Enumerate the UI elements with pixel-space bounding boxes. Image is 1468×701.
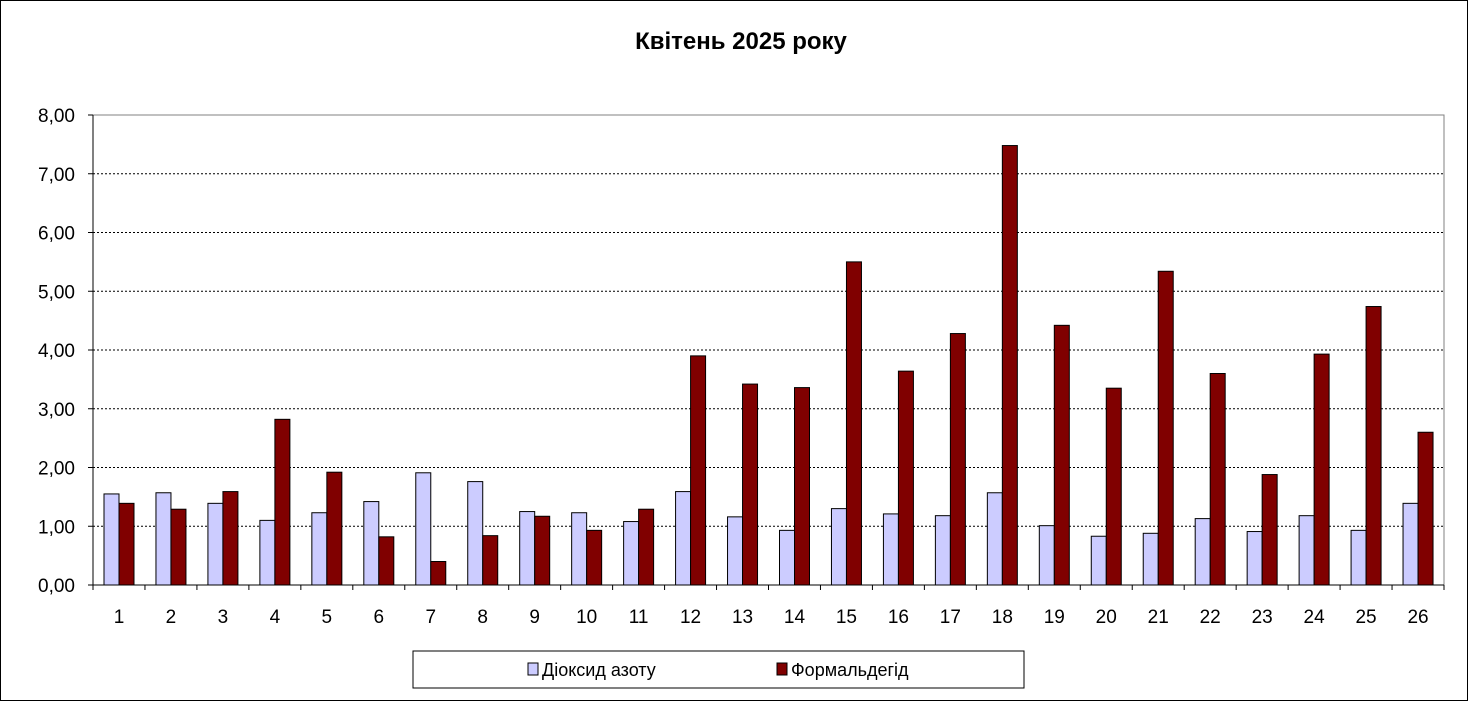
chart-title: Квітень 2025 року [635, 28, 847, 55]
bar-nitrogen-dioxide-26 [1402, 502, 1419, 586]
bar-nitrogen-dioxide-25 [1350, 529, 1367, 586]
bar-nitrogen-dioxide-4 [259, 519, 276, 586]
legend-swatch-formaldehyde [776, 662, 788, 676]
bar-nitrogen-dioxide-10 [571, 512, 588, 586]
x-tick-label-19: 19 [1044, 607, 1065, 628]
x-tick-label-11: 11 [629, 607, 649, 628]
axes [88, 114, 1445, 590]
x-tick-label-6: 6 [373, 607, 384, 628]
legend-label-formaldehyde: Формальдегід [791, 660, 909, 680]
bar-formaldehyde-14 [794, 387, 810, 586]
y-tick-label-1: 1,00 [38, 517, 75, 538]
x-tick-label-1: 1 [114, 607, 125, 628]
bar-formaldehyde-23 [1261, 474, 1278, 586]
legend-swatch-nitrogen-dioxide [527, 662, 539, 676]
bar-formaldehyde-17 [949, 333, 966, 586]
bar-formaldehyde-15 [845, 261, 862, 586]
bar-formaldehyde-7 [430, 561, 447, 586]
x-tick-label-12: 12 [680, 607, 701, 628]
bar-formaldehyde-13 [742, 383, 759, 586]
x-tick-label-13: 13 [732, 607, 753, 628]
bar-nitrogen-dioxide-16 [882, 513, 899, 586]
y-tick-label-0: 0,00 [38, 576, 75, 597]
x-tick-label-18: 18 [992, 607, 1013, 628]
legend-label-nitrogen-dioxide: Діоксид азоту [542, 660, 656, 680]
bars [103, 145, 1434, 586]
bar-nitrogen-dioxide-18 [986, 492, 1003, 586]
bar-formaldehyde-16 [897, 370, 914, 586]
bar-formaldehyde-22 [1209, 373, 1226, 586]
bar-formaldehyde-6 [378, 536, 395, 586]
bar-formaldehyde-8 [482, 535, 499, 586]
bar-formaldehyde-1 [118, 502, 135, 586]
x-tick-label-22: 22 [1200, 607, 1221, 628]
y-tick-label-7: 7,00 [38, 165, 75, 186]
bar-formaldehyde-5 [326, 471, 343, 586]
bar-nitrogen-dioxide-11 [623, 521, 640, 586]
x-tick-label-16: 16 [888, 607, 909, 628]
bar-formaldehyde-21 [1157, 270, 1174, 586]
bar-formaldehyde-12 [690, 355, 707, 586]
x-tick-label-5: 5 [322, 607, 333, 628]
bar-nitrogen-dioxide-8 [467, 481, 484, 586]
bar-nitrogen-dioxide-19 [1038, 525, 1055, 586]
bar-nitrogen-dioxide-5 [311, 512, 328, 586]
x-tick-label-15: 15 [836, 607, 857, 628]
x-tick-label-17: 17 [940, 607, 961, 628]
y-tick-labels: 0,00 1,00 2,00 3,00 4,00 5,00 6,00 7,00 8,00 [38, 106, 75, 597]
y-tick-label-6: 6,00 [38, 224, 75, 245]
x-tick-label-7: 7 [425, 607, 436, 628]
bar-formaldehyde-2 [170, 508, 187, 586]
x-tick-label-10: 10 [576, 607, 597, 628]
bar-nitrogen-dioxide-13 [727, 516, 744, 586]
bar-nitrogen-dioxide-24 [1298, 515, 1315, 586]
legend-box [412, 650, 1025, 689]
bar-formaldehyde-9 [534, 515, 551, 586]
x-tick-label-9: 9 [529, 607, 540, 628]
bar-nitrogen-dioxide-2 [155, 492, 172, 586]
y-tick-label-4: 4,00 [38, 341, 75, 362]
y-tick-label-3: 3,00 [38, 400, 75, 421]
legend: Діоксид азоту Формальдегід [412, 650, 1025, 689]
bar-formaldehyde-11 [638, 508, 655, 586]
x-tick-label-3: 3 [218, 607, 229, 628]
bar-formaldehyde-18 [1001, 145, 1018, 586]
bar-formaldehyde-4 [274, 418, 291, 586]
bar-nitrogen-dioxide-21 [1142, 532, 1159, 586]
bar-formaldehyde-25 [1365, 306, 1382, 586]
bar-nitrogen-dioxide-23 [1246, 531, 1263, 586]
bar-nitrogen-dioxide-17 [934, 515, 951, 586]
x-tick-label-14: 14 [784, 607, 806, 628]
y-tick-label-2: 2,00 [38, 459, 75, 480]
bar-formaldehyde-3 [222, 491, 239, 586]
x-tick-label-24: 24 [1304, 607, 1326, 628]
bar-formaldehyde-20 [1105, 387, 1122, 586]
x-tick-label-21: 21 [1148, 607, 1169, 628]
y-tick-label-8: 8,00 [38, 106, 75, 127]
y-tick-label-5: 5,00 [38, 282, 75, 303]
bar-nitrogen-dioxide-15 [830, 508, 847, 586]
bar-nitrogen-dioxide-7 [415, 472, 432, 586]
bar-nitrogen-dioxide-12 [675, 491, 692, 586]
x-tick-label-8: 8 [477, 607, 488, 628]
x-tick-label-25: 25 [1355, 607, 1376, 628]
bar-formaldehyde-26 [1417, 431, 1434, 586]
bar-nitrogen-dioxide-6 [363, 501, 380, 586]
x-tick-label-26: 26 [1407, 607, 1428, 628]
x-tick-label-2: 2 [166, 607, 177, 628]
x-tick-label-20: 20 [1096, 607, 1117, 628]
bar-nitrogen-dioxide-3 [207, 502, 224, 586]
bar-formaldehyde-19 [1053, 324, 1070, 586]
bar-nitrogen-dioxide-9 [519, 511, 536, 586]
bar-nitrogen-dioxide-1 [103, 493, 120, 586]
x-tick-labels: 1 2 3 4 5 6 7 8 9 10 11 12 13 14 15 16 17 18 19 20 21 22 23 24 2… [114, 607, 1429, 628]
x-tick-label-4: 4 [270, 607, 281, 628]
x-tick-label-23: 23 [1252, 607, 1273, 628]
bar-nitrogen-dioxide-22 [1194, 518, 1211, 586]
bar-formaldehyde-24 [1313, 353, 1330, 586]
bar-nitrogen-dioxide-20 [1090, 535, 1107, 586]
bar-nitrogen-dioxide-14 [779, 529, 795, 586]
bar-formaldehyde-10 [586, 529, 603, 586]
